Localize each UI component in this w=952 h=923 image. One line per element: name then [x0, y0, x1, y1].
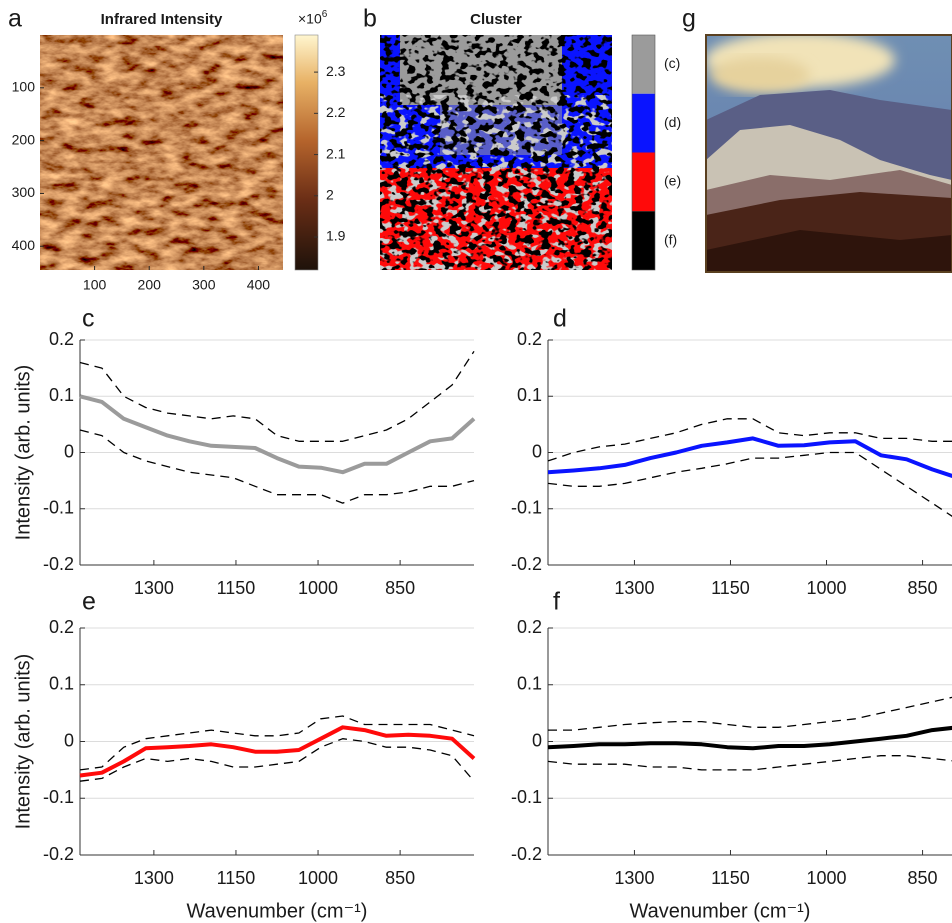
y-tick-label: 200: [12, 131, 36, 147]
x-tick-label: 1000: [806, 868, 846, 888]
x-tick-label: 1300: [614, 578, 654, 598]
bound-line: [547, 451, 952, 517]
y-axis-title: Intensity (arb. units): [12, 654, 34, 830]
x-tick-label: 200: [138, 277, 162, 293]
y-tick-label: 0: [532, 730, 542, 750]
x-tick-label: 850: [385, 578, 415, 598]
panel-label: g: [682, 5, 696, 33]
mean-line: [79, 394, 476, 475]
x-tick-label: 850: [908, 578, 938, 598]
y-tick-label: 0.2: [517, 329, 542, 349]
x-tick-label: 1300: [614, 868, 654, 888]
x-tick-label: 1300: [134, 868, 174, 888]
x-tick-label: 300: [192, 277, 216, 293]
x-tick-label: 1000: [298, 868, 338, 888]
x-tick-label: 1150: [711, 578, 750, 598]
y-tick-label: -0.1: [43, 498, 74, 518]
y-tick-label: 0.1: [517, 674, 542, 694]
x-tick-label: 1150: [711, 868, 750, 888]
cluster-speckle: [380, 35, 612, 270]
panel-label: e: [82, 588, 96, 616]
x-tick-label: 850: [908, 868, 938, 888]
panel-label: b: [363, 5, 377, 33]
bound-line: [547, 418, 952, 462]
y-axis-title: Intensity (arb. units): [12, 365, 34, 541]
colorbar-tick-label: 2.2: [326, 104, 346, 120]
panel-label: d: [553, 305, 567, 333]
foreground-dark: [706, 230, 952, 272]
y-tick-label: 0.1: [49, 385, 74, 405]
painting-photo: [706, 35, 952, 272]
y-tick-label: 100: [12, 79, 36, 95]
y-tick-label: -0.2: [511, 554, 542, 574]
x-axis-title: Wavenumber (cm⁻¹): [630, 900, 811, 922]
y-tick-label: 0.2: [517, 617, 542, 637]
legend-label: (e): [664, 173, 681, 189]
y-tick-label: -0.2: [43, 554, 74, 574]
y-tick-label: 0: [532, 441, 542, 461]
legend-label: (d): [664, 114, 681, 130]
x-tick-label: 1000: [298, 578, 338, 598]
y-tick-label: 0: [64, 441, 74, 461]
legend-swatch: [632, 35, 655, 94]
legend-swatch: [632, 93, 655, 153]
bound-line: [79, 738, 475, 782]
colorbar: [294, 34, 319, 271]
legend-swatch: [632, 211, 655, 270]
x-tick-label: 1150: [217, 578, 256, 598]
y-tick-label: 300: [12, 184, 36, 200]
bound-line: [79, 350, 475, 442]
y-tick-label: 0.1: [49, 674, 74, 694]
x-tick-label: 100: [83, 277, 107, 293]
y-tick-label: 0.2: [49, 617, 74, 637]
colorbar-exponent: 6: [322, 9, 328, 20]
y-tick-label: -0.2: [511, 844, 542, 864]
mean-line: [547, 725, 952, 751]
y-tick-label: 0: [64, 730, 74, 750]
y-tick-label: -0.1: [511, 787, 542, 807]
mean-line: [547, 436, 952, 479]
mean-line: [79, 725, 476, 778]
panel-label: f: [553, 588, 560, 616]
bound-line: [79, 429, 475, 504]
cloud: [710, 57, 810, 93]
photo-frame: [705, 34, 952, 273]
y-tick-label: -0.1: [511, 498, 542, 518]
y-tick-label: 0.2: [49, 329, 74, 349]
y-tick-label: 0.1: [517, 385, 542, 405]
colorbar-tick-label: 2: [326, 186, 334, 202]
legend-swatch: [632, 152, 655, 212]
colorbar-multiplier: ×106: [298, 9, 328, 27]
legend-frame: [631, 34, 656, 271]
y-tick-label: -0.1: [43, 787, 74, 807]
y-tick-label: 400: [12, 237, 36, 253]
bound-line: [79, 715, 475, 771]
bound-line: [547, 755, 952, 771]
legend-label: (c): [664, 55, 680, 71]
colorbar-tick-label: 2.3: [326, 63, 346, 79]
colorbar-tick-label: 2.1: [326, 145, 346, 161]
colorbar-tick-label: 1.9: [326, 228, 346, 244]
panel-label: a: [8, 5, 22, 33]
x-tick-label: 850: [385, 868, 415, 888]
chart-title: Cluster: [470, 11, 522, 28]
x-tick-label: 1150: [217, 868, 256, 888]
chart-title: Infrared Intensity: [101, 11, 223, 28]
x-tick-label: 1000: [806, 578, 846, 598]
panel-label: c: [82, 305, 95, 333]
x-tick-label: 1300: [134, 578, 174, 598]
y-tick-label: -0.2: [43, 844, 74, 864]
legend-label: (f): [664, 231, 677, 247]
x-axis-title: Wavenumber (cm⁻¹): [187, 900, 368, 922]
intensity-map: [40, 35, 283, 270]
bound-line: [548, 696, 952, 731]
x-tick-label: 400: [247, 277, 271, 293]
